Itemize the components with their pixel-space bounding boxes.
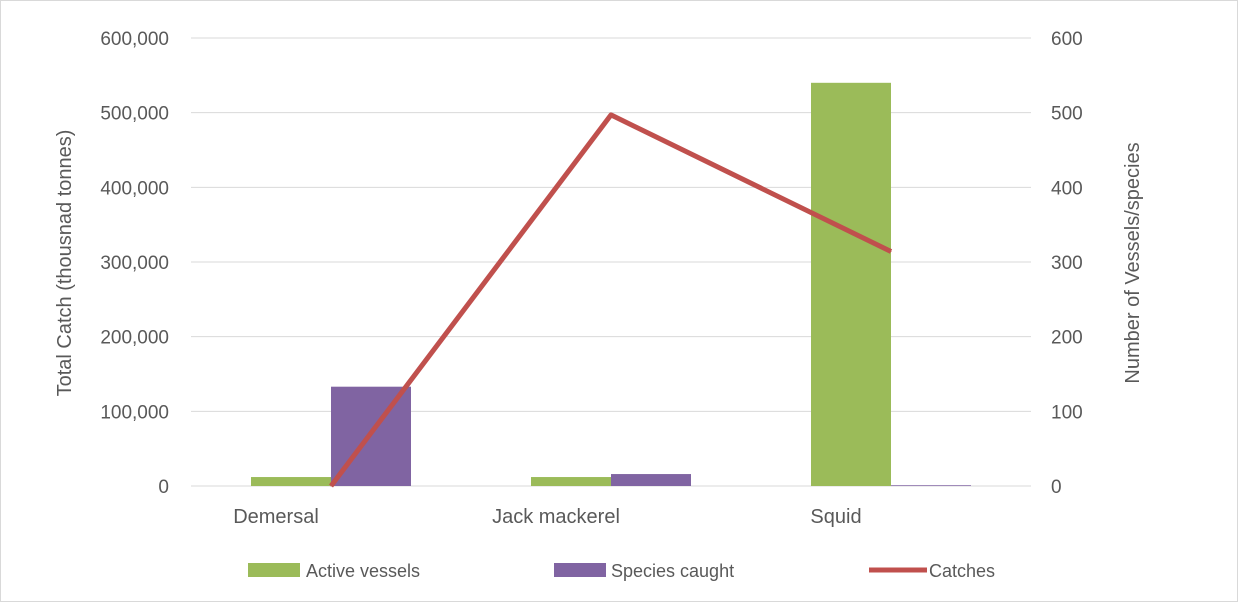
- bars: [251, 82, 971, 487]
- y-tick-label: 200,000: [100, 328, 169, 349]
- catches-point: [330, 485, 332, 487]
- category-label: Demersal: [233, 506, 319, 528]
- y-tick-label: 0: [158, 477, 169, 498]
- right-axis-ticks: 0 100 200 300 400 500 600: [1051, 29, 1083, 498]
- y-axis-title: Total Catch (thousnad tonnes): [54, 130, 76, 397]
- category-label: Jack mackerel: [492, 506, 620, 528]
- y2-tick-label: 200: [1051, 328, 1083, 349]
- catches-point: [890, 251, 892, 253]
- y2-tick-label: 100: [1051, 402, 1083, 423]
- legend-label-catches: Catches: [929, 561, 995, 581]
- y-tick-label: 500,000: [100, 104, 169, 125]
- y-tick-label: 100,000: [100, 402, 169, 423]
- left-axis-ticks: 0 100,000 200,000 300,000 400,000 500,000 600,…: [100, 29, 169, 498]
- y2-tick-label: 500: [1051, 104, 1083, 125]
- legend-label-active-vessels: Active vessels: [306, 561, 420, 581]
- category-label: Squid: [810, 506, 861, 528]
- gridlines: [191, 37, 1031, 487]
- y-tick-label: 600,000: [100, 29, 169, 50]
- y2-tick-label: 400: [1051, 178, 1083, 199]
- y2-tick-label: 0: [1051, 477, 1062, 498]
- legend-swatch-active-vessels: [248, 563, 300, 577]
- bar-active-vessels: [251, 477, 331, 486]
- legend-label-species-caught: Species caught: [611, 561, 734, 581]
- catches-line: [329, 112, 893, 488]
- bar-species-caught: [891, 485, 971, 486]
- y2-axis-title: Number of Vessels/species: [1122, 142, 1144, 383]
- bar-species-caught: [611, 474, 691, 486]
- catches-point: [610, 114, 612, 116]
- category-labels: Demersal Jack mackerel Squid: [233, 506, 861, 528]
- catches-line-layer: [329, 112, 893, 488]
- bar-active-vessels: [811, 82, 891, 487]
- bar-active-vessels: [531, 477, 611, 486]
- legend: Active vessels Species caught Catches: [248, 561, 995, 581]
- legend-swatch-species-caught: [554, 563, 606, 577]
- y2-tick-label: 300: [1051, 253, 1083, 274]
- y2-tick-label: 600: [1051, 29, 1083, 50]
- y-tick-label: 300,000: [100, 253, 169, 274]
- y-tick-label: 400,000: [100, 178, 169, 199]
